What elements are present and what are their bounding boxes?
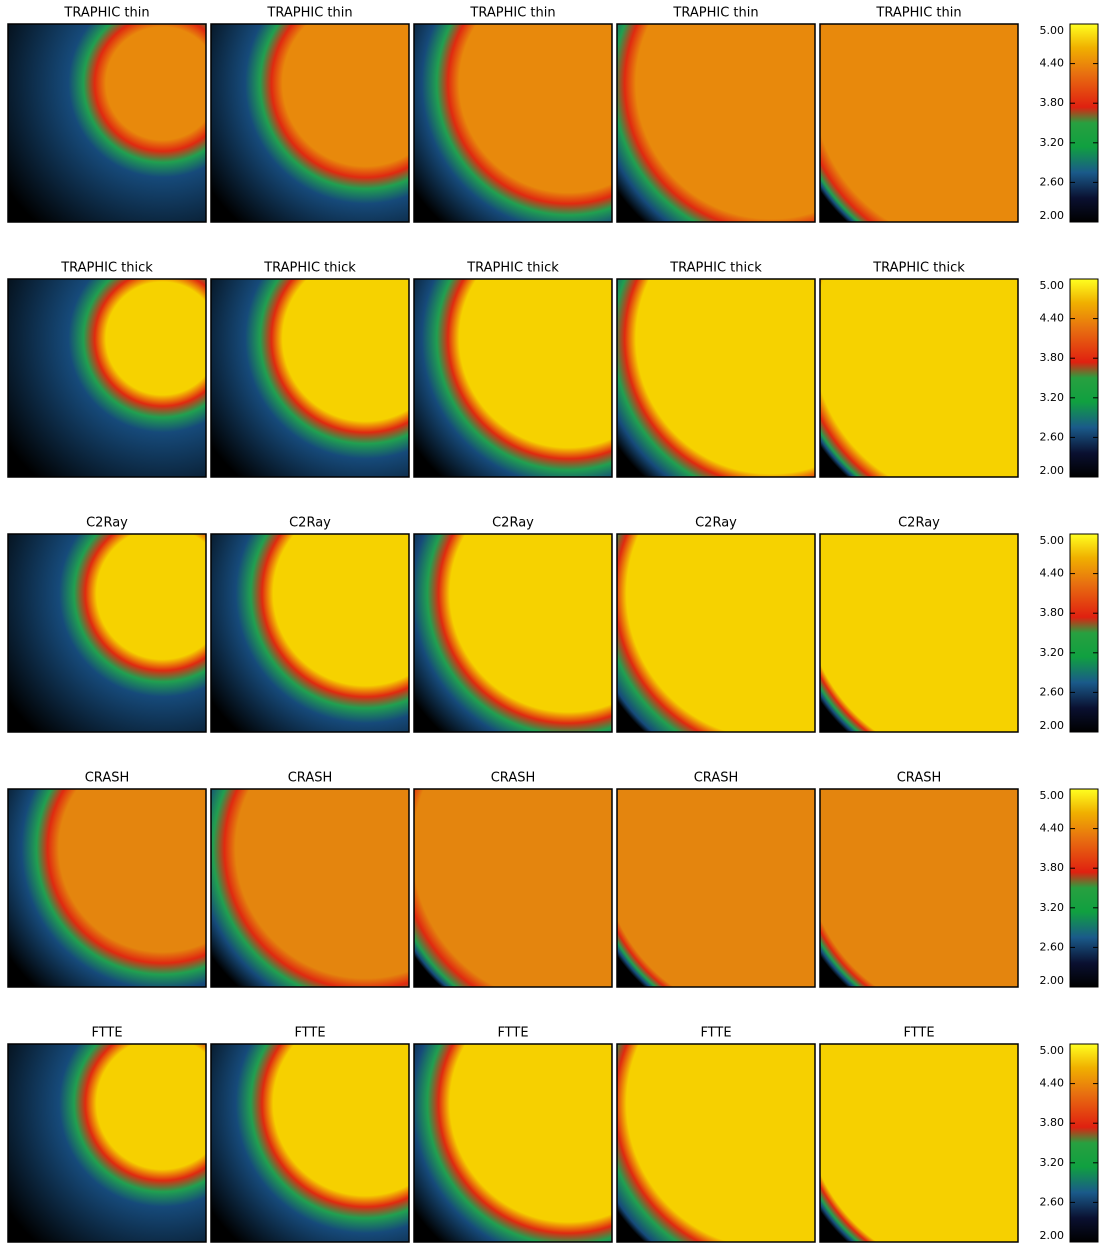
colorbar-tick-label: 5.00 [1040, 789, 1065, 802]
panel-title: FTTE [91, 1026, 122, 1041]
panel-title: TRAPHIC thin [469, 6, 555, 21]
panel-image [617, 534, 815, 732]
panel-image [820, 24, 1018, 222]
panel-image [617, 1044, 815, 1242]
panel-image [820, 789, 1018, 987]
colorbar-tick-label: 3.80 [1040, 96, 1065, 109]
panel-image [211, 789, 409, 987]
panel-image [414, 1044, 612, 1242]
panel-image [617, 789, 815, 987]
colorbar-tick-label: 2.60 [1040, 940, 1065, 953]
panel-title: CRASH [694, 771, 739, 786]
colorbar-tick-label: 2.60 [1040, 685, 1065, 698]
panel-title: CRASH [85, 771, 130, 786]
panel-title: C2Ray [695, 516, 737, 531]
colorbar-tick-label: 3.80 [1040, 351, 1065, 364]
panel-title: FTTE [700, 1026, 731, 1041]
colorbar-tick-label: 3.80 [1040, 861, 1065, 874]
colorbar-tick-label: 2.60 [1040, 430, 1065, 443]
colorbar-tick-label: 5.00 [1040, 1044, 1065, 1057]
colorbar-tick-label: 2.00 [1040, 464, 1065, 477]
panel-image [414, 279, 612, 477]
colorbar-tick-label: 5.00 [1040, 279, 1065, 292]
colorbar-tick-label: 5.00 [1040, 24, 1065, 37]
colorbar-tick-label: 3.20 [1040, 901, 1065, 914]
colorbar-tick-label: 4.40 [1040, 567, 1065, 580]
colorbar-tick-label: 3.20 [1040, 136, 1065, 149]
colorbar-tick-label: 2.60 [1040, 1195, 1065, 1208]
colorbar-tick-label: 2.60 [1040, 175, 1065, 188]
panel-title: TRAPHIC thick [466, 261, 559, 276]
panel-image [8, 534, 206, 732]
panel-image [8, 1044, 206, 1242]
figure: TRAPHIC thin TRAPHIC thin TRAPHIC thin TRAP… [0, 0, 1104, 1244]
colorbar [1070, 1044, 1098, 1242]
colorbar [1070, 24, 1098, 222]
colorbar-tick-label: 3.20 [1040, 1156, 1065, 1169]
panel-title: C2Ray [492, 516, 534, 531]
panel-image [8, 789, 206, 987]
colorbar [1070, 789, 1098, 987]
colorbar-tick-label: 2.00 [1040, 974, 1065, 987]
colorbar [1070, 534, 1098, 732]
panel-image [820, 279, 1018, 477]
colorbar-tick-label: 3.80 [1040, 1116, 1065, 1129]
colorbar-tick-label: 3.20 [1040, 391, 1065, 404]
colorbar-tick-label: 4.40 [1040, 312, 1065, 325]
colorbar-tick-label: 2.00 [1040, 209, 1065, 222]
colorbar-tick-label: 2.00 [1040, 719, 1065, 732]
colorbar-tick-label: 4.40 [1040, 822, 1065, 835]
panel-title: TRAPHIC thick [263, 261, 356, 276]
panel-title: TRAPHIC thin [266, 6, 352, 21]
colorbar-tick-label: 3.80 [1040, 606, 1065, 619]
panel-title: TRAPHIC thick [872, 261, 965, 276]
panel-title: CRASH [897, 771, 942, 786]
colorbar-tick-label: 2.00 [1040, 1229, 1065, 1242]
panel-title: CRASH [288, 771, 333, 786]
panel-image [8, 24, 206, 222]
panel-title: TRAPHIC thin [672, 6, 758, 21]
colorbar [1070, 279, 1098, 477]
panel-image [414, 24, 612, 222]
panel-image [211, 279, 409, 477]
panel-image [211, 24, 409, 222]
panel-title: TRAPHIC thick [60, 261, 153, 276]
colorbar-tick-label: 5.00 [1040, 534, 1065, 547]
panel-title: FTTE [903, 1026, 934, 1041]
colorbar-tick-label: 4.40 [1040, 57, 1065, 70]
colorbar-tick-label: 4.40 [1040, 1077, 1065, 1090]
panel-image [211, 1044, 409, 1242]
panel-title: TRAPHIC thick [669, 261, 762, 276]
panel-title: C2Ray [86, 516, 128, 531]
panel-title: FTTE [294, 1026, 325, 1041]
panel-title: CRASH [491, 771, 536, 786]
panel-image [820, 534, 1018, 732]
panel-image [414, 789, 612, 987]
colorbar-tick-label: 3.20 [1040, 646, 1065, 659]
panel-image [8, 279, 206, 477]
panel-title: TRAPHIC thin [875, 6, 961, 21]
panel-image [820, 1044, 1018, 1242]
panel-image [211, 534, 409, 732]
panel-image [617, 279, 815, 477]
panel-image [617, 24, 815, 222]
panel-title: FTTE [497, 1026, 528, 1041]
panel-title: C2Ray [898, 516, 940, 531]
panel-image [414, 534, 612, 732]
panel-title: C2Ray [289, 516, 331, 531]
panel-title: TRAPHIC thin [63, 6, 149, 21]
